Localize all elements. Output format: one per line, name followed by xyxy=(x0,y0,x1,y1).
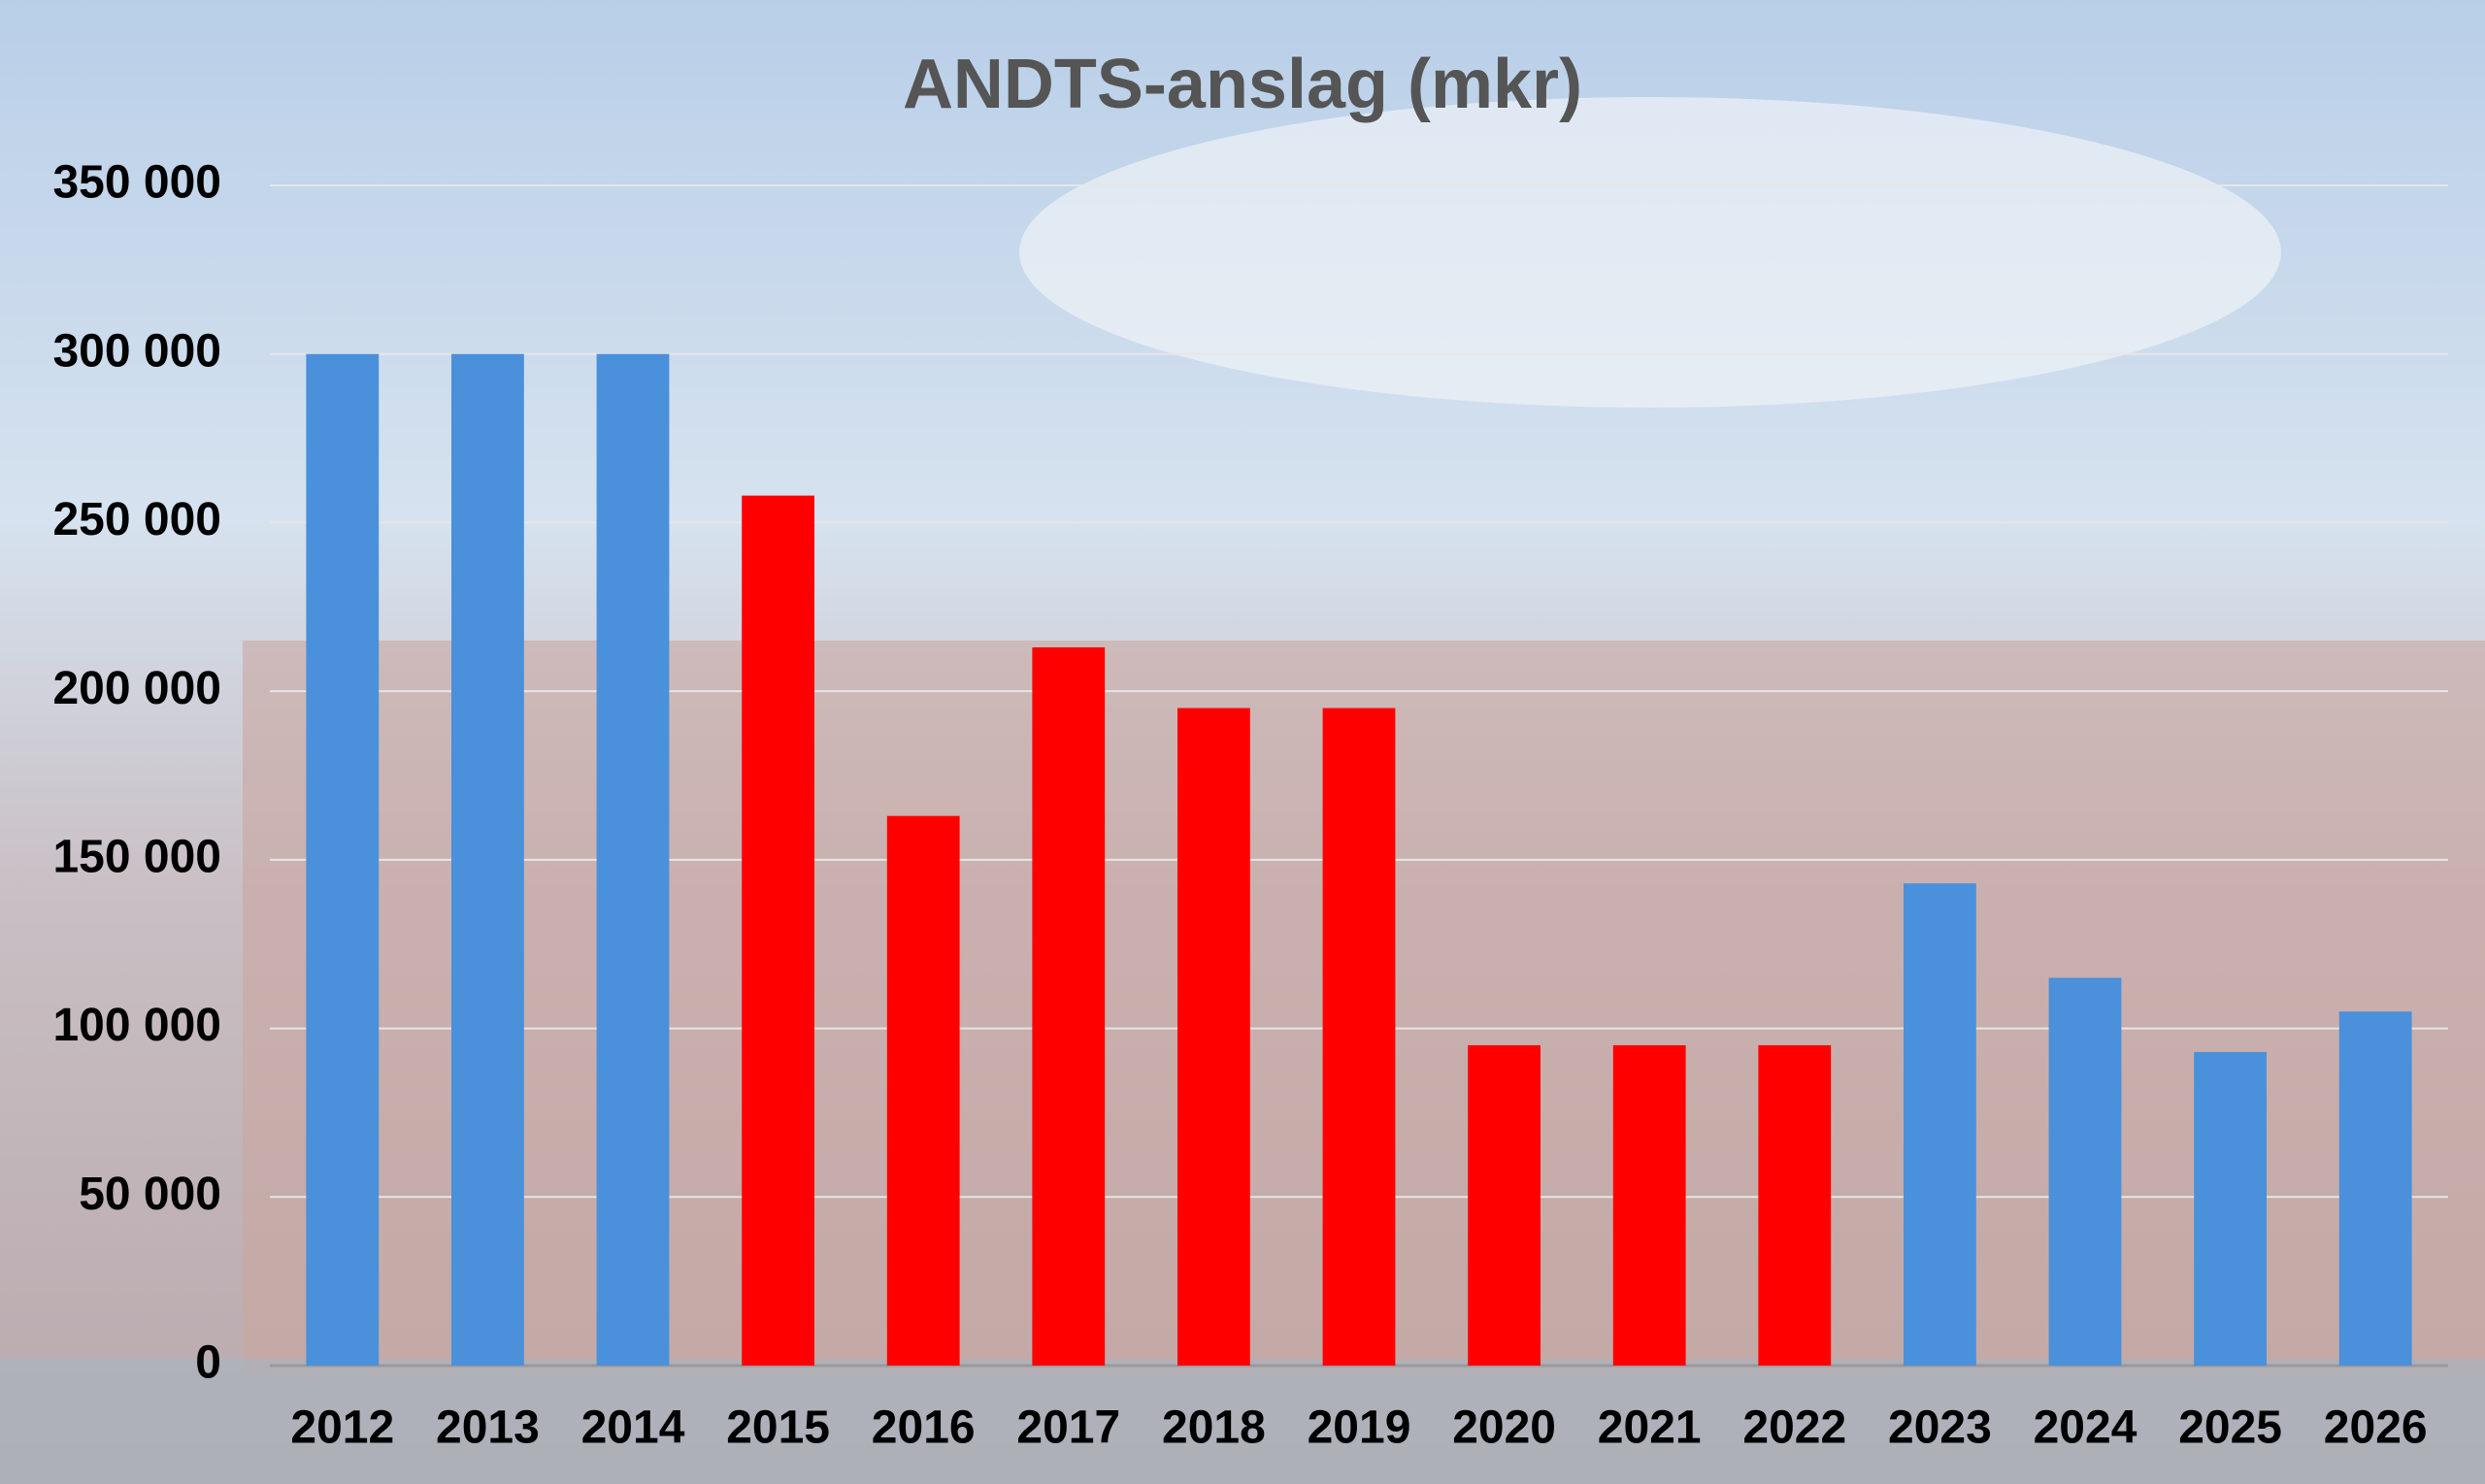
y-tick-label: 300 000 xyxy=(52,325,221,377)
y-tick-label: 250 000 xyxy=(52,494,221,545)
bar xyxy=(451,353,524,1366)
x-tick-label: 2023 xyxy=(1888,1402,1992,1454)
bar xyxy=(1612,1044,1686,1366)
x-tick-label: 2018 xyxy=(1162,1402,1266,1454)
x-tick-label: 2025 xyxy=(2178,1402,2282,1454)
y-tick-label: 150 000 xyxy=(52,832,221,883)
bar xyxy=(2194,1051,2267,1366)
x-tick-label: 2026 xyxy=(2324,1402,2428,1454)
y-tick-label: 350 000 xyxy=(52,157,221,209)
bar xyxy=(1904,883,1976,1366)
x-tick-label: 2020 xyxy=(1452,1402,1556,1454)
bar xyxy=(886,815,960,1366)
bar xyxy=(742,495,814,1366)
bar xyxy=(1177,708,1250,1366)
x-tick-label: 2022 xyxy=(1742,1402,1846,1454)
bar xyxy=(596,353,670,1366)
bar xyxy=(1032,646,1106,1366)
bar xyxy=(2338,1011,2412,1366)
x-tick-label: 2019 xyxy=(1308,1402,1411,1454)
bar xyxy=(1468,1044,1541,1366)
bar xyxy=(2048,977,2122,1366)
x-tick-label: 2015 xyxy=(726,1402,830,1454)
bar xyxy=(306,353,380,1366)
y-tick-label: 0 xyxy=(195,1337,221,1389)
water xyxy=(0,1359,2485,1484)
x-tick-label: 2013 xyxy=(436,1402,540,1454)
y-tick-label: 50 000 xyxy=(79,1169,221,1220)
x-tick-label: 2014 xyxy=(581,1402,685,1454)
chart-title: ANDTS-anslag (mkr) xyxy=(903,46,1582,123)
x-tick-label: 2017 xyxy=(1016,1402,1120,1454)
x-tick-label: 2024 xyxy=(2034,1402,2137,1454)
bar xyxy=(1758,1044,1832,1366)
x-tick-label: 2012 xyxy=(290,1402,394,1454)
y-tick-label: 100 000 xyxy=(52,1000,221,1051)
bar xyxy=(1322,708,1396,1366)
y-tick-label: 200 000 xyxy=(52,663,221,714)
x-tick-label: 2021 xyxy=(1598,1402,1702,1454)
x-tick-label: 2016 xyxy=(872,1402,976,1454)
cloud xyxy=(1019,97,2281,408)
